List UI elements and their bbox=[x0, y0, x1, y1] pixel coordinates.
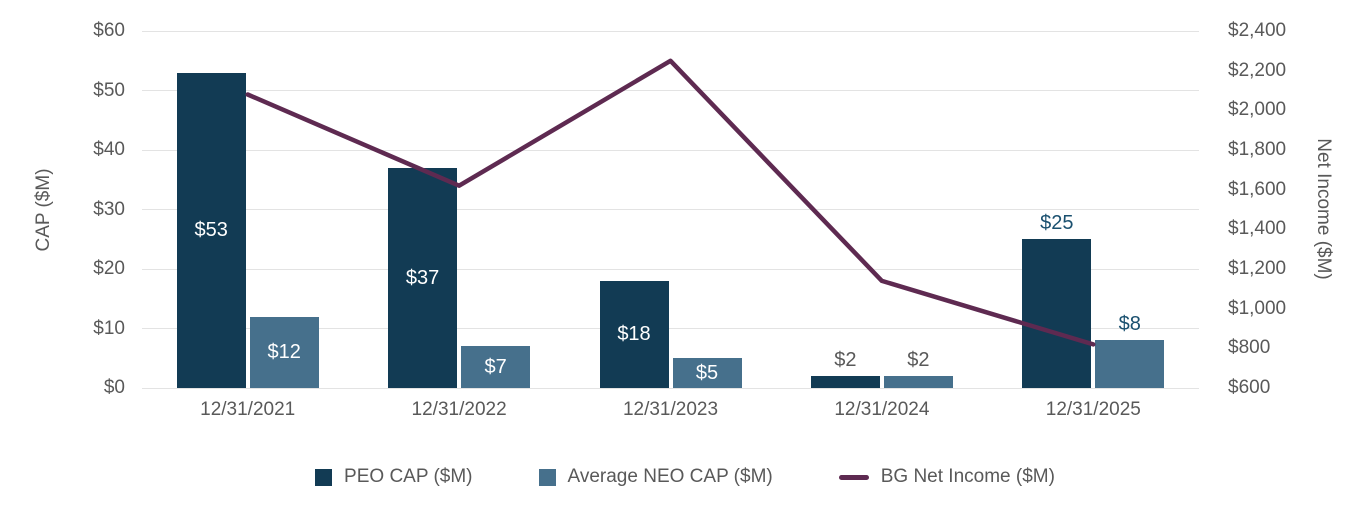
legend-item: PEO CAP ($M) bbox=[315, 466, 473, 488]
legend-label: BG Net Income ($M) bbox=[880, 466, 1055, 487]
x-axis-label: 12/31/2024 bbox=[834, 399, 930, 420]
bar-value-label: $7 bbox=[484, 356, 507, 379]
right-axis-tick: $2,200 bbox=[1228, 59, 1287, 81]
left-axis-tick: $30 bbox=[93, 198, 125, 220]
gridline bbox=[142, 209, 1199, 210]
bar-neo-cap bbox=[1095, 340, 1165, 388]
net-income-line-layer bbox=[245, 58, 1096, 347]
x-axis-labels: 12/31/2021 12/31/2022 12/31/2023 12/31/2024… bbox=[142, 399, 1199, 425]
left-axis-tick: $50 bbox=[93, 79, 125, 101]
right-axis-ticks: $2,400 $2,200 $2,000 $1,800 $1,600 $1,400 $1,2… bbox=[1228, 20, 1358, 398]
bar-value-label: $8 bbox=[1118, 313, 1141, 336]
right-axis-tick: $2,000 bbox=[1228, 99, 1287, 121]
bar-value-label: $2 bbox=[834, 349, 857, 372]
bar-neo-cap bbox=[883, 376, 953, 388]
left-axis-ticks: $60 $50 $40 $30 $20 $10 $0 bbox=[0, 20, 142, 398]
legend-label: Average NEO CAP ($M) bbox=[567, 466, 773, 487]
bar-neo-cap bbox=[672, 358, 742, 388]
gridline bbox=[142, 268, 1199, 270]
gridline bbox=[142, 149, 1199, 151]
legend-square-swatch-icon bbox=[538, 468, 556, 486]
right-axis-tick: $1,400 bbox=[1228, 218, 1287, 240]
bar-peo-cap bbox=[810, 376, 880, 388]
left-axis-tick: $20 bbox=[93, 258, 125, 279]
x-axis-label: 12/31/2021 bbox=[200, 399, 296, 420]
right-axis-tick: $1,200 bbox=[1228, 258, 1287, 279]
bar-value-label: $53 bbox=[194, 219, 228, 242]
net-income-line bbox=[245, 58, 1096, 347]
legend-line-swatch-icon bbox=[838, 474, 869, 480]
bar-value-label: $5 bbox=[695, 362, 719, 385]
right-axis-tick: $1,800 bbox=[1228, 139, 1287, 160]
right-axis-tick: $1,600 bbox=[1228, 178, 1287, 200]
bar-value-label: $18 bbox=[617, 323, 651, 346]
bar-value-label: $25 bbox=[1040, 212, 1074, 235]
legend-square-swatch-icon bbox=[315, 468, 333, 486]
x-axis-label: 12/31/2023 bbox=[622, 399, 719, 420]
left-axis-tick: $10 bbox=[93, 317, 125, 339]
right-axis-tick: $600 bbox=[1228, 377, 1271, 398]
left-axis-tick: $0 bbox=[103, 377, 125, 398]
bar-neo-cap bbox=[461, 346, 531, 388]
gridline bbox=[142, 328, 1199, 329]
bar-value-label: $2 bbox=[907, 349, 930, 372]
legend-item: BG Net Income ($M) bbox=[838, 466, 1055, 488]
plot-area: $53 $37 $18 $2 $25 $12 $7 $5 $2 $8 bbox=[142, 30, 1199, 389]
bar-peo-cap bbox=[388, 167, 458, 388]
left-axis-tick: $40 bbox=[93, 139, 125, 160]
gridline bbox=[142, 387, 1199, 389]
legend: PEO CAP ($M) Average NEO CAP ($M) BG Net I… bbox=[0, 459, 1370, 495]
x-axis-label: 12/31/2025 bbox=[1045, 399, 1141, 420]
bar-peo-cap bbox=[176, 72, 246, 388]
gridline bbox=[142, 90, 1199, 91]
bar-value-label: $12 bbox=[267, 341, 301, 364]
bar-neo-cap bbox=[249, 316, 319, 388]
bar-peo-cap bbox=[599, 280, 669, 388]
right-axis-tick: $2,400 bbox=[1228, 20, 1287, 41]
bar-peo-cap bbox=[1022, 239, 1092, 388]
legend-label: PEO CAP ($M) bbox=[344, 466, 473, 487]
right-axis-tick: $800 bbox=[1228, 337, 1271, 359]
x-axis-label: 12/31/2022 bbox=[411, 399, 507, 420]
legend-item: Average NEO CAP ($M) bbox=[538, 466, 773, 488]
gridline bbox=[142, 30, 1199, 32]
bar-value-label: $37 bbox=[405, 266, 440, 289]
left-axis-tick: $60 bbox=[93, 20, 125, 41]
right-axis-tick: $1,000 bbox=[1228, 297, 1287, 319]
